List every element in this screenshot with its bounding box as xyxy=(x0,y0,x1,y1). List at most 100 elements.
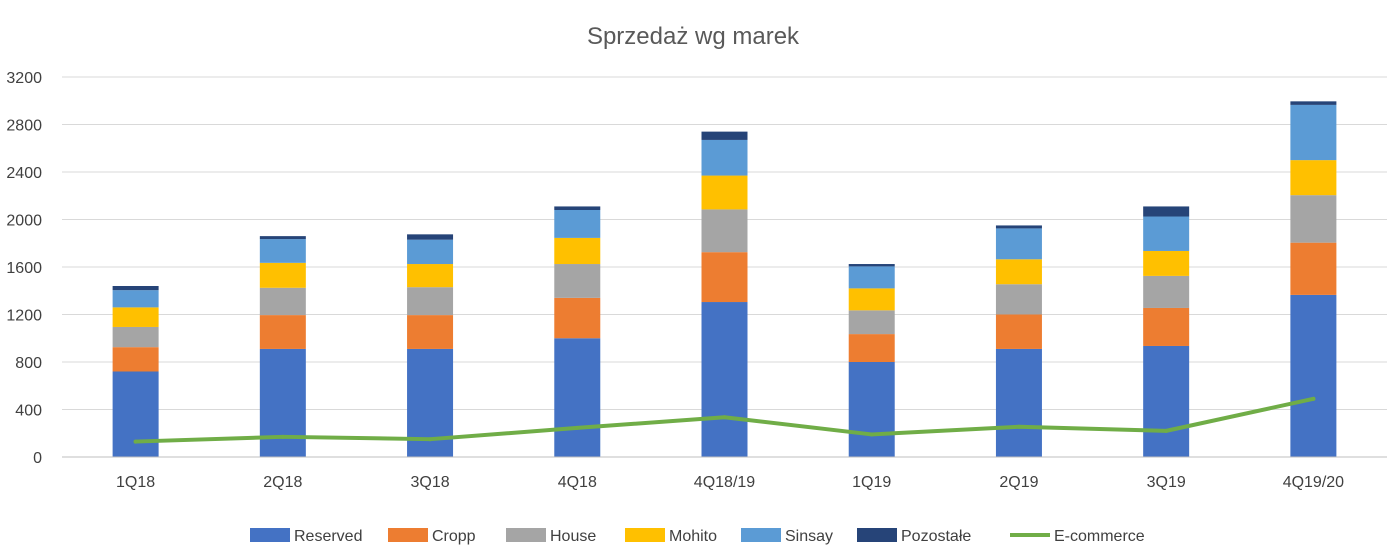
bars xyxy=(112,101,1337,457)
bar-segment xyxy=(701,252,748,303)
line-series xyxy=(133,396,1316,444)
line-point xyxy=(1311,396,1316,401)
x-tick-label: 1Q19 xyxy=(852,474,891,491)
bar-segment xyxy=(1290,104,1337,161)
y-tick-label: 400 xyxy=(15,403,42,420)
legend-swatch xyxy=(741,528,781,542)
bar-segment xyxy=(554,297,601,339)
bar-segment xyxy=(259,239,306,263)
bar-segment xyxy=(259,348,306,457)
legend-label: House xyxy=(550,528,596,545)
line-point xyxy=(722,415,727,420)
bar-segment xyxy=(995,348,1042,457)
legend-swatch xyxy=(857,528,897,542)
y-tick-label: 2800 xyxy=(6,118,42,135)
bar-segment xyxy=(1143,216,1190,251)
y-tick-label: 3200 xyxy=(6,70,42,87)
legend-swatch xyxy=(625,528,665,542)
x-tick-label: 1Q18 xyxy=(116,474,155,491)
bar-segment xyxy=(1143,345,1190,457)
legend-label: Reserved xyxy=(294,528,362,545)
bar-segment xyxy=(995,225,1042,229)
bar-segment xyxy=(848,334,895,362)
bar-segment xyxy=(112,326,159,348)
bar-segment xyxy=(1290,242,1337,295)
bar-segment xyxy=(259,315,306,349)
bar-segment xyxy=(995,228,1042,260)
legend: Reserved Cropp House Mohito Sinsay Pozostałe E… xyxy=(250,528,1145,545)
bar-segment xyxy=(407,234,454,240)
bar-segment xyxy=(112,307,159,327)
line-point xyxy=(1164,428,1169,433)
bar-segment xyxy=(554,210,601,238)
x-tick-label: 4Q18 xyxy=(558,474,597,491)
bar-segment xyxy=(259,236,306,240)
legend-label: Sinsay xyxy=(785,528,833,545)
bar-segment xyxy=(112,371,159,457)
x-tick-label: 2Q18 xyxy=(263,474,302,491)
bar-segment xyxy=(848,288,895,311)
bar-segment xyxy=(112,347,159,372)
chart-title: Sprzedaż wg marek xyxy=(587,23,800,50)
bar-segment xyxy=(554,264,601,298)
line-point xyxy=(575,425,580,430)
legend-label: Pozostałe xyxy=(901,528,971,545)
bar-segment xyxy=(407,239,454,265)
bar-segment xyxy=(554,338,601,457)
bar-segment xyxy=(407,315,454,349)
bar-segment xyxy=(701,139,748,176)
y-tick-label: 2400 xyxy=(6,165,42,182)
bar-segment xyxy=(259,287,306,316)
legend-label: E-commerce xyxy=(1054,528,1145,545)
bar-segment xyxy=(1290,101,1337,105)
y-tick-label: 0 xyxy=(33,450,42,467)
x-tick-label: 4Q18/19 xyxy=(694,474,755,491)
bar-segment xyxy=(1143,275,1190,308)
line-point xyxy=(280,434,285,439)
bar-segment xyxy=(1290,195,1337,243)
bar-segment xyxy=(407,264,454,288)
y-tick-label: 2000 xyxy=(6,213,42,230)
y-tick-label: 1600 xyxy=(6,260,42,277)
bar-segment xyxy=(701,209,748,253)
bar-segment xyxy=(554,206,601,210)
line-point xyxy=(428,437,433,442)
bar-segment xyxy=(848,310,895,335)
bar-segment xyxy=(848,264,895,267)
bar-segment xyxy=(848,362,895,457)
bar-segment xyxy=(1143,206,1190,217)
bar-segment xyxy=(112,286,159,291)
bar-segment xyxy=(995,314,1042,349)
legend-label: Mohito xyxy=(669,528,717,545)
x-tick-label: 2Q19 xyxy=(999,474,1038,491)
bar-segment xyxy=(1290,160,1337,196)
legend-swatch xyxy=(388,528,428,542)
bar-segment xyxy=(554,237,601,265)
bar-segment xyxy=(701,175,748,210)
legend-label: Cropp xyxy=(432,528,476,545)
bar-segment xyxy=(259,262,306,288)
x-tick-label: 4Q19/20 xyxy=(1283,474,1344,491)
bar-segment xyxy=(407,287,454,316)
bar-segment xyxy=(848,266,895,289)
y-tick-label: 1200 xyxy=(6,308,42,325)
bar-segment xyxy=(701,131,748,140)
bar-segment xyxy=(701,302,748,457)
line-point xyxy=(869,432,874,437)
bar-segment xyxy=(995,284,1042,315)
bar-segment xyxy=(1290,294,1337,457)
line-point xyxy=(133,439,138,444)
line-point xyxy=(1016,424,1021,429)
x-tick-label: 3Q19 xyxy=(1147,474,1186,491)
bar-segment xyxy=(112,290,159,308)
legend-swatch xyxy=(506,528,546,542)
bar-segment xyxy=(995,259,1042,285)
bar-segment xyxy=(1143,250,1190,276)
x-tick-label: 3Q18 xyxy=(410,474,449,491)
bar-segment xyxy=(1143,307,1190,346)
legend-swatch xyxy=(250,528,290,542)
y-tick-label: 800 xyxy=(15,355,42,372)
axes: 0 400 800 1200 1600 2000 2400 2800 3200 1Q18 2Q18 3… xyxy=(6,70,1387,491)
